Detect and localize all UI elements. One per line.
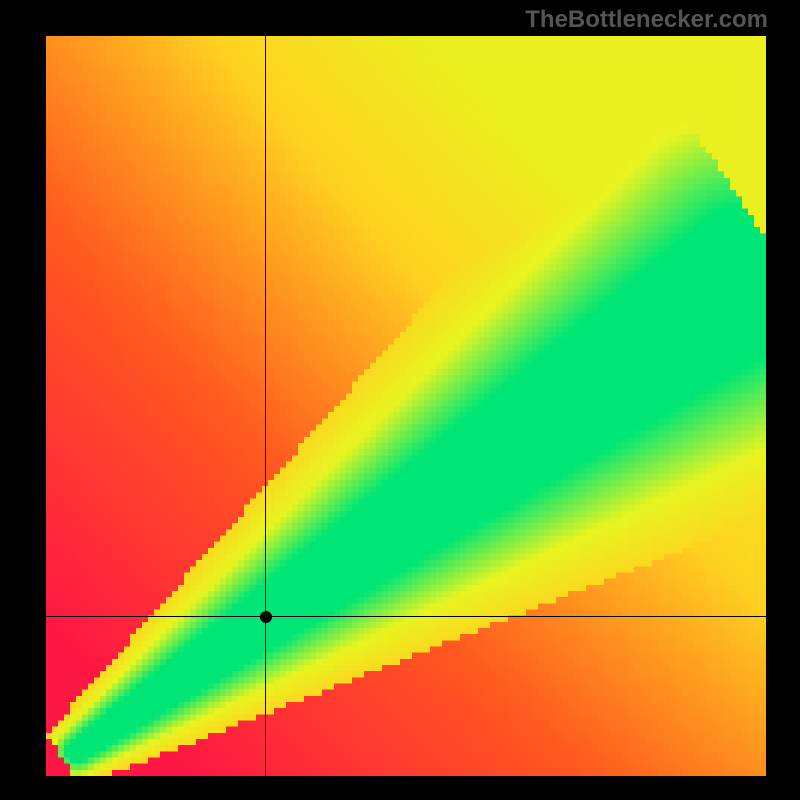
watermark-text: TheBottlenecker.com xyxy=(525,6,768,34)
crosshair-dot xyxy=(260,611,272,623)
crosshair-horizontal xyxy=(46,616,766,617)
bottleneck-heatmap xyxy=(46,36,766,776)
crosshair-vertical xyxy=(265,36,266,776)
